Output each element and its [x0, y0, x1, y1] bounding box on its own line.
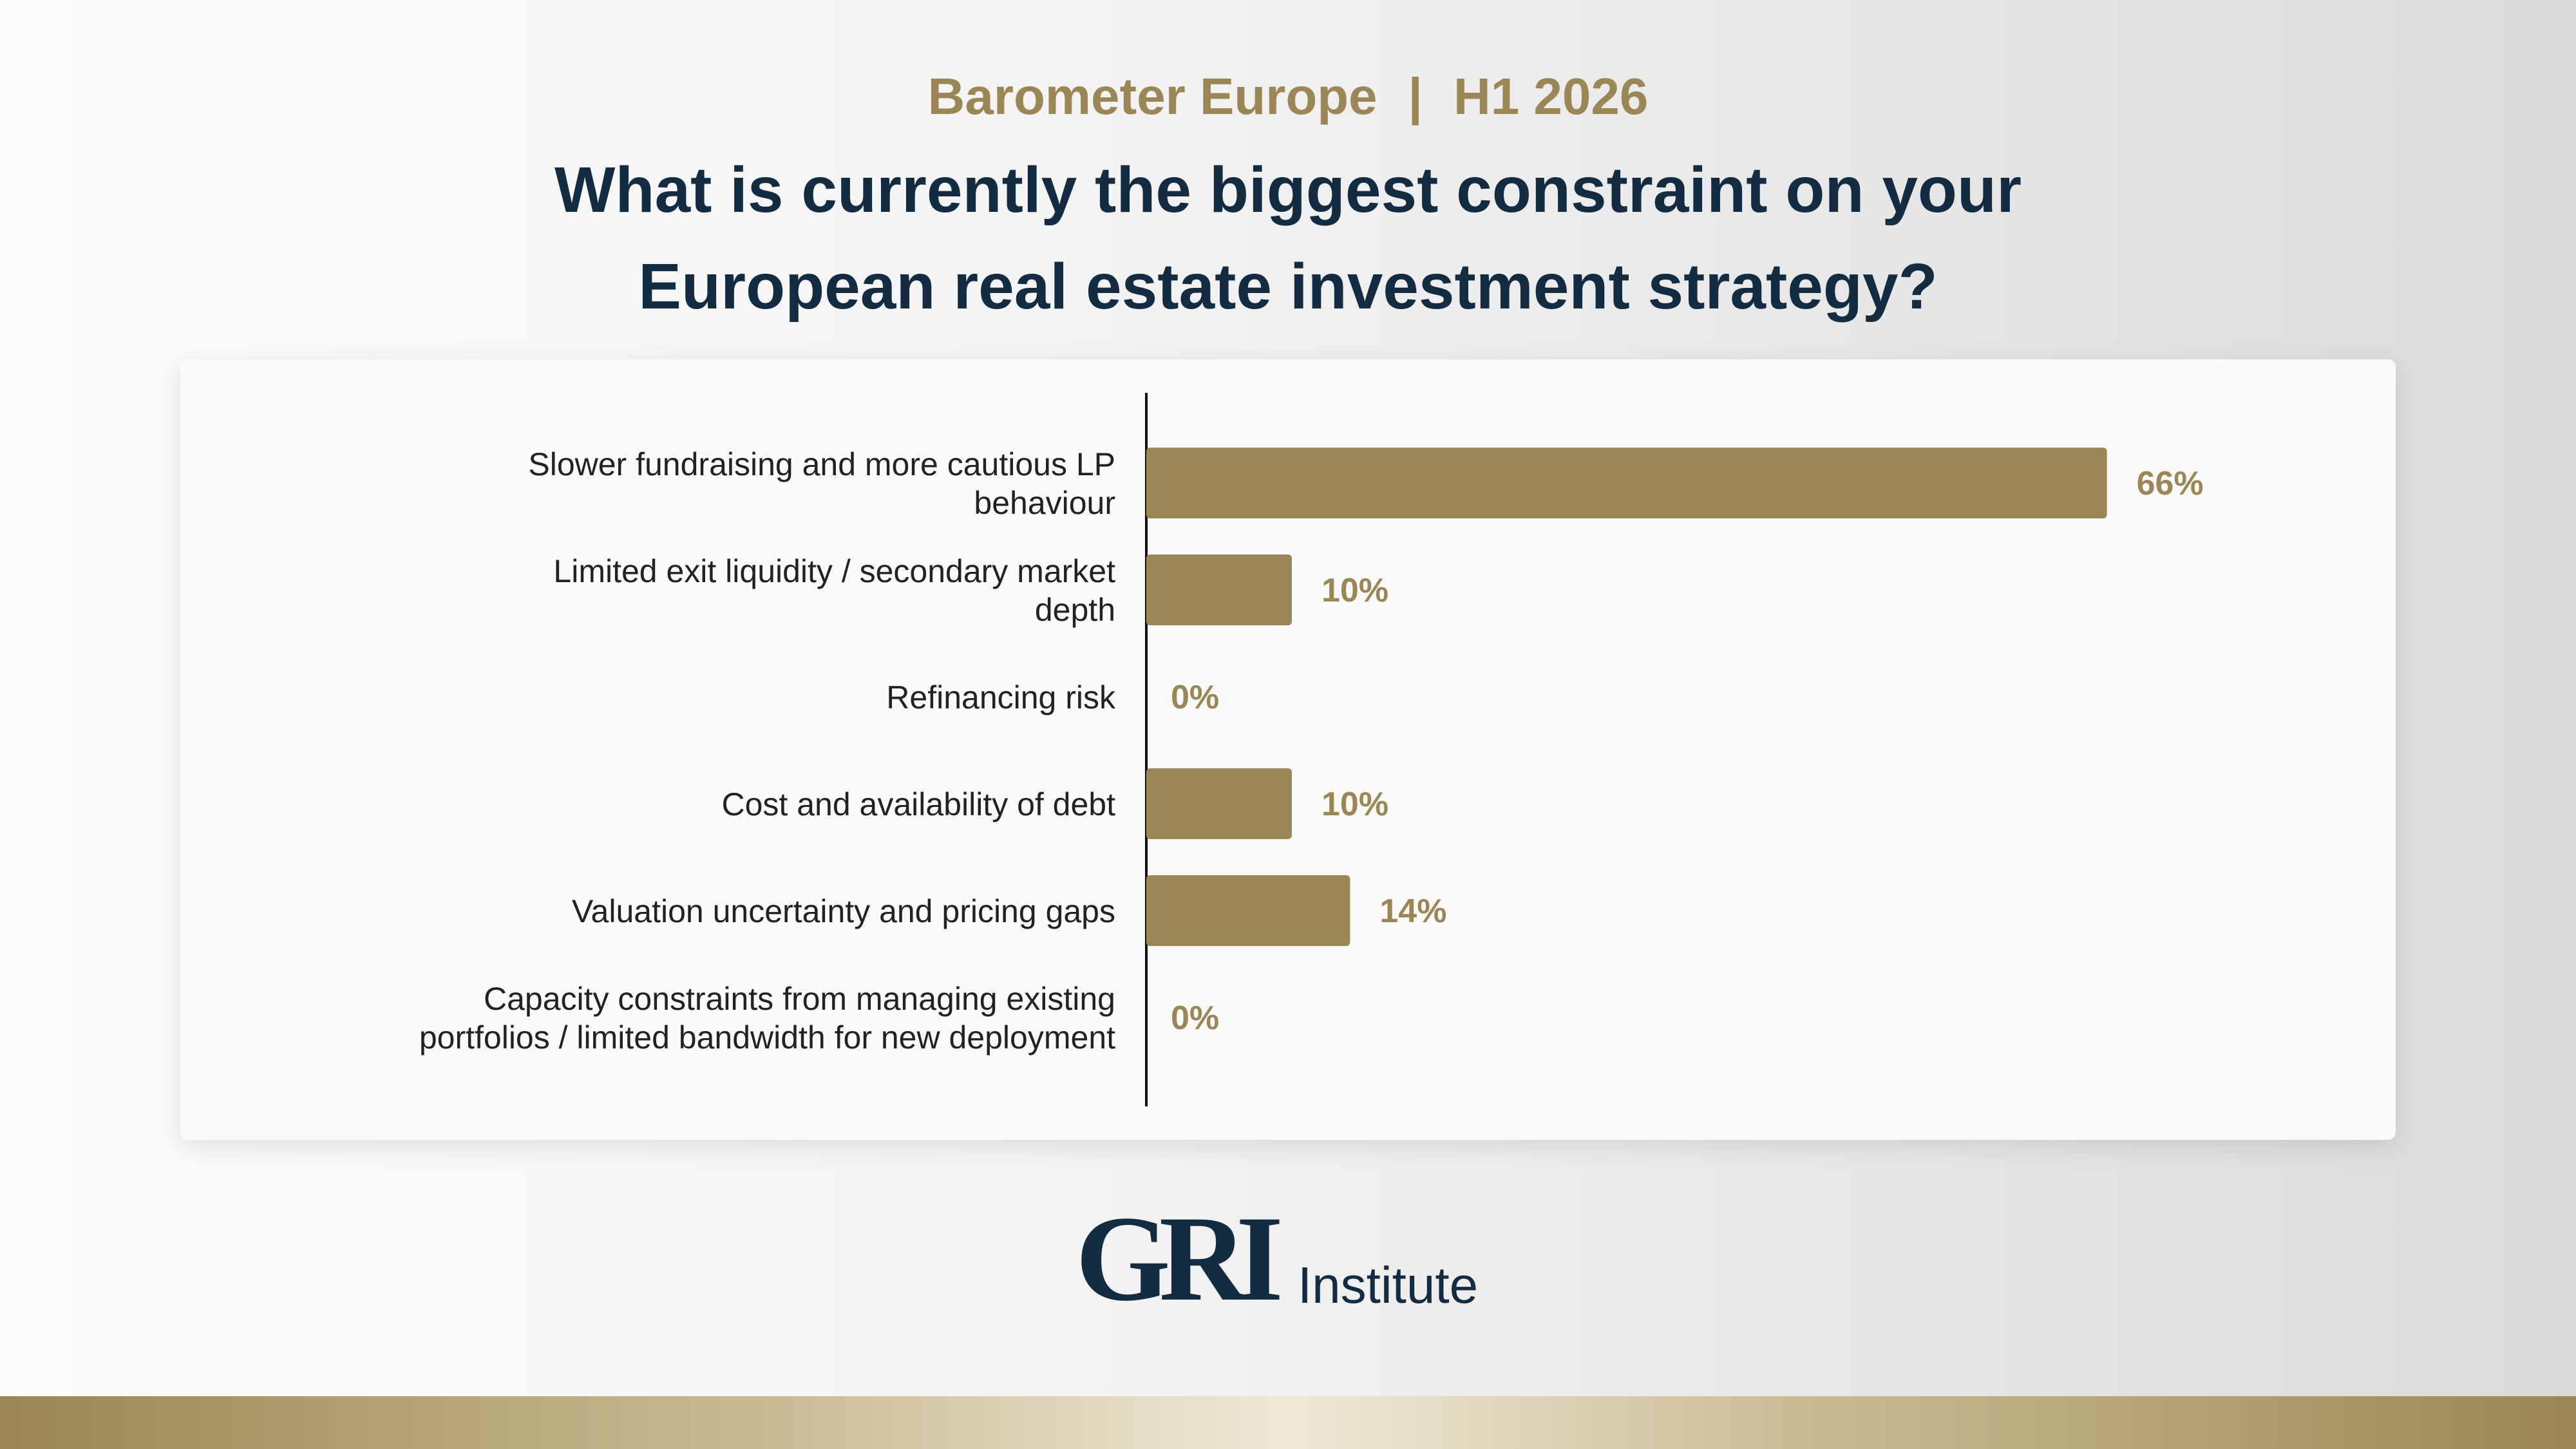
footer-band — [0, 1396, 2576, 1449]
logo-mark: GRI — [1075, 1191, 1283, 1327]
bar — [1146, 554, 1292, 625]
value-label: 10% — [1321, 786, 1388, 823]
bar — [1146, 875, 1350, 946]
bar — [1146, 768, 1292, 839]
supertitle-period: H1 2026 — [1453, 68, 1649, 125]
supertitle: Barometer Europe | H1 2026 — [0, 64, 2576, 129]
category-label: Cost and availability of debt — [722, 786, 1116, 822]
logo-wordmark: Institute — [1297, 1256, 1479, 1314]
value-label: 0% — [1171, 999, 1219, 1037]
chart-panel: Slower fundraising and more cautious LP b… — [180, 359, 2396, 1140]
category-label: Valuation uncertainty and pricing gaps — [572, 893, 1115, 929]
value-label: 0% — [1171, 679, 1219, 716]
gri-institute-logo: GRI Institute — [1075, 1191, 1479, 1327]
category-label: Refinancing risk — [886, 679, 1116, 715]
supertitle-separator: | — [1408, 68, 1423, 125]
bar — [1146, 448, 2107, 518]
value-label: 14% — [1379, 893, 1446, 930]
category-label: Slower fundraising and more cautious LP b… — [528, 446, 1115, 521]
supertitle-survey: Barometer Europe — [927, 68, 1378, 125]
value-label: 10% — [1321, 572, 1388, 609]
title-line-2: European real estate investment strategy… — [638, 251, 1938, 323]
category-label: Limited exit liquidity / secondary marke… — [553, 553, 1115, 628]
bar-chart: Slower fundraising and more cautious LP b… — [419, 393, 2204, 1106]
title-line-1: What is currently the biggest constraint… — [554, 154, 2022, 226]
page-title: What is currently the biggest constraint… — [193, 142, 2383, 335]
category-label: Capacity constraints from managing exist… — [419, 981, 1115, 1056]
value-label: 66% — [2137, 465, 2204, 502]
